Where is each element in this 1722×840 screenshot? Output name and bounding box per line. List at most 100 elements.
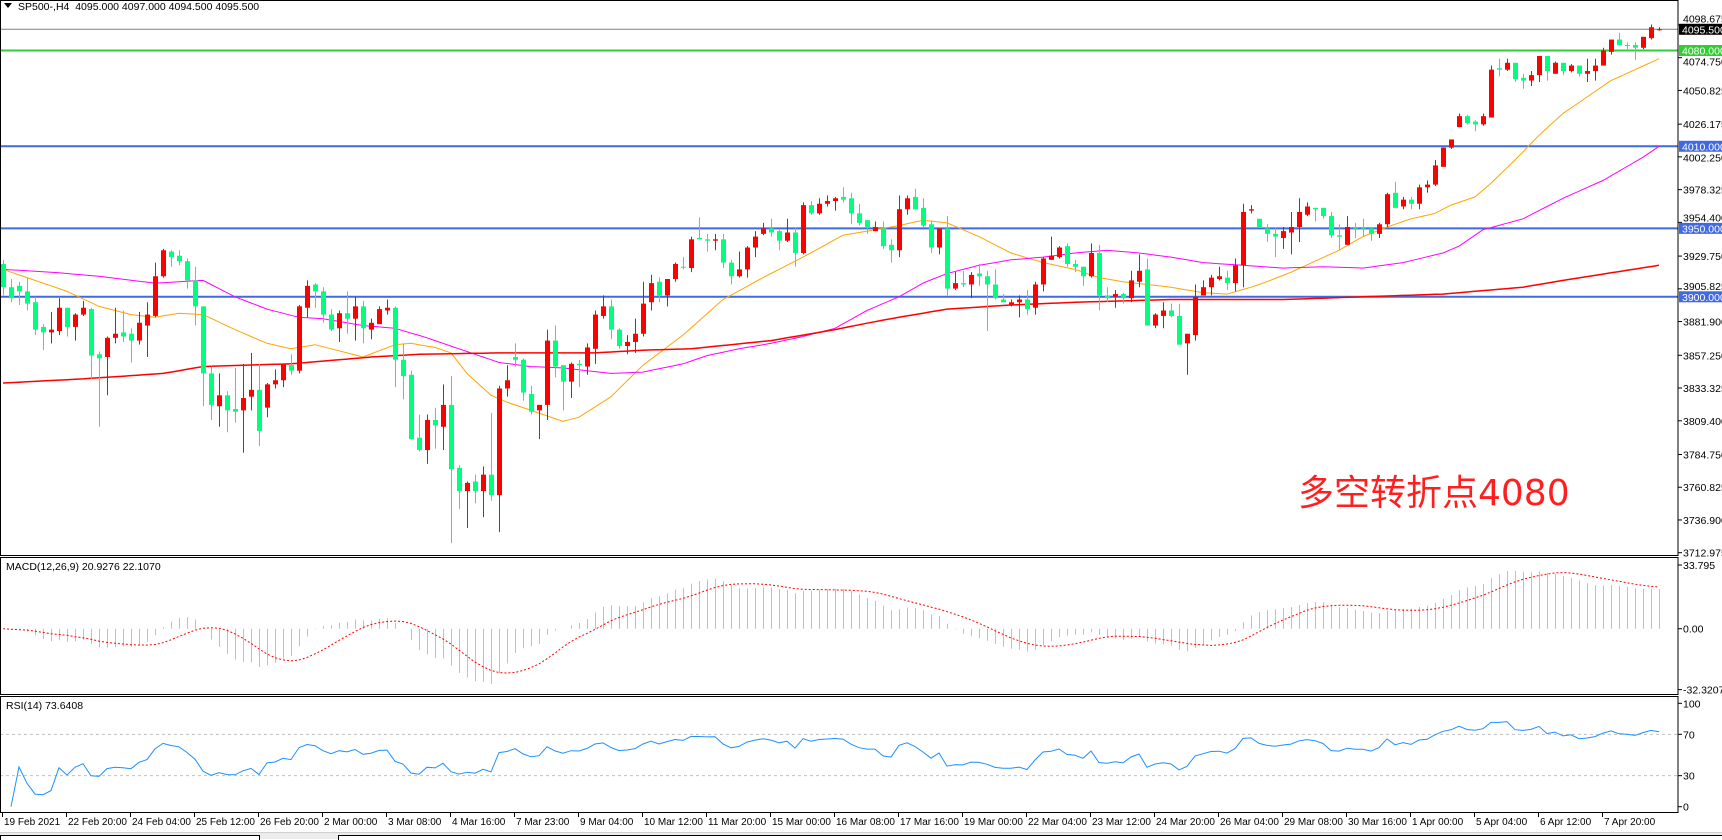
candle[interactable]: [1161, 302, 1166, 328]
candle[interactable]: [833, 197, 838, 211]
candle[interactable]: [241, 364, 246, 453]
candle[interactable]: [657, 278, 662, 303]
candle[interactable]: [1449, 139, 1454, 149]
candle[interactable]: [601, 295, 606, 318]
candle[interactable]: [665, 279, 670, 306]
candle[interactable]: [57, 298, 62, 335]
candle[interactable]: [1185, 334, 1190, 375]
candle[interactable]: [561, 365, 566, 410]
candle[interactable]: [361, 301, 366, 343]
candle[interactable]: [593, 310, 598, 363]
candle[interactable]: [457, 465, 462, 509]
candle[interactable]: [705, 234, 710, 252]
candle[interactable]: [1137, 254, 1142, 287]
candle[interactable]: [921, 198, 926, 227]
candle[interactable]: [433, 408, 438, 449]
candle[interactable]: [353, 297, 358, 341]
candle[interactable]: [817, 198, 822, 214]
candle[interactable]: [1113, 290, 1118, 308]
candle[interactable]: [801, 202, 806, 254]
candle[interactable]: [393, 306, 398, 387]
candle[interactable]: [385, 300, 390, 315]
candle[interactable]: [1545, 56, 1550, 81]
candle[interactable]: [761, 223, 766, 235]
candle[interactable]: [1585, 59, 1590, 82]
candle[interactable]: [1065, 243, 1070, 266]
candle[interactable]: [369, 319, 374, 340]
candle[interactable]: [177, 250, 182, 265]
candle[interactable]: [513, 343, 518, 366]
candle[interactable]: [1105, 287, 1110, 302]
candle[interactable]: [1305, 202, 1310, 216]
candle[interactable]: [161, 249, 166, 278]
candle[interactable]: [257, 364, 262, 446]
candle[interactable]: [1489, 66, 1494, 118]
candle[interactable]: [377, 306, 382, 324]
candle[interactable]: [1617, 33, 1622, 45]
annotation-text[interactable]: 多空转折点4080: [1298, 464, 1570, 516]
candle[interactable]: [1577, 66, 1582, 77]
candle[interactable]: [1145, 258, 1150, 325]
candle[interactable]: [913, 189, 918, 210]
candle[interactable]: [1329, 212, 1334, 238]
candle[interactable]: [609, 300, 614, 340]
candle[interactable]: [25, 278, 30, 311]
candle[interactable]: [537, 405, 542, 439]
candle[interactable]: [225, 391, 230, 432]
candle[interactable]: [1121, 293, 1126, 304]
candle[interactable]: [673, 263, 678, 282]
candle[interactable]: [1465, 115, 1470, 125]
candle[interactable]: [1249, 205, 1254, 213]
candle[interactable]: [577, 360, 582, 387]
candle[interactable]: [209, 367, 214, 420]
candle[interactable]: [1345, 216, 1350, 245]
candle[interactable]: [1425, 180, 1430, 192]
candle[interactable]: [1353, 223, 1358, 238]
candle[interactable]: [481, 466, 486, 517]
candle[interactable]: [1217, 267, 1222, 281]
candle[interactable]: [1377, 223, 1382, 238]
candle[interactable]: [249, 353, 254, 410]
candle[interactable]: [201, 306, 206, 406]
candle[interactable]: [129, 328, 134, 362]
candle[interactable]: [1241, 204, 1246, 287]
candle[interactable]: [1441, 148, 1446, 167]
candle[interactable]: [1297, 198, 1302, 242]
candle[interactable]: [841, 187, 846, 202]
candle[interactable]: [337, 310, 342, 341]
triangle-down-icon[interactable]: [4, 3, 12, 8]
candle[interactable]: [633, 319, 638, 353]
candle[interactable]: [9, 279, 14, 302]
candle[interactable]: [1201, 280, 1206, 295]
candle[interactable]: [553, 326, 558, 378]
candle[interactable]: [1321, 208, 1326, 219]
candle[interactable]: [1193, 284, 1198, 340]
candle[interactable]: [641, 282, 646, 337]
candle[interactable]: [721, 234, 726, 268]
candle[interactable]: [745, 246, 750, 277]
candle[interactable]: [1209, 275, 1214, 296]
candle[interactable]: [1257, 219, 1262, 227]
candle[interactable]: [737, 252, 742, 278]
candle[interactable]: [441, 384, 446, 450]
candle[interactable]: [881, 222, 886, 249]
candle[interactable]: [465, 482, 470, 529]
candle[interactable]: [977, 264, 982, 286]
candle[interactable]: [1033, 282, 1038, 315]
candle[interactable]: [1417, 185, 1422, 210]
candle[interactable]: [497, 386, 502, 532]
candle[interactable]: [153, 263, 158, 318]
candle[interactable]: [1553, 61, 1558, 73]
candle[interactable]: [41, 324, 46, 350]
candle[interactable]: [329, 309, 334, 331]
candle[interactable]: [1049, 237, 1054, 260]
candle[interactable]: [281, 364, 286, 387]
candle[interactable]: [1, 260, 6, 296]
candle[interactable]: [545, 330, 550, 420]
candle[interactable]: [753, 231, 758, 257]
candle[interactable]: [1025, 290, 1030, 315]
candle[interactable]: [417, 414, 422, 451]
candle[interactable]: [1177, 304, 1182, 345]
candle[interactable]: [953, 272, 958, 290]
candle[interactable]: [1369, 228, 1374, 240]
